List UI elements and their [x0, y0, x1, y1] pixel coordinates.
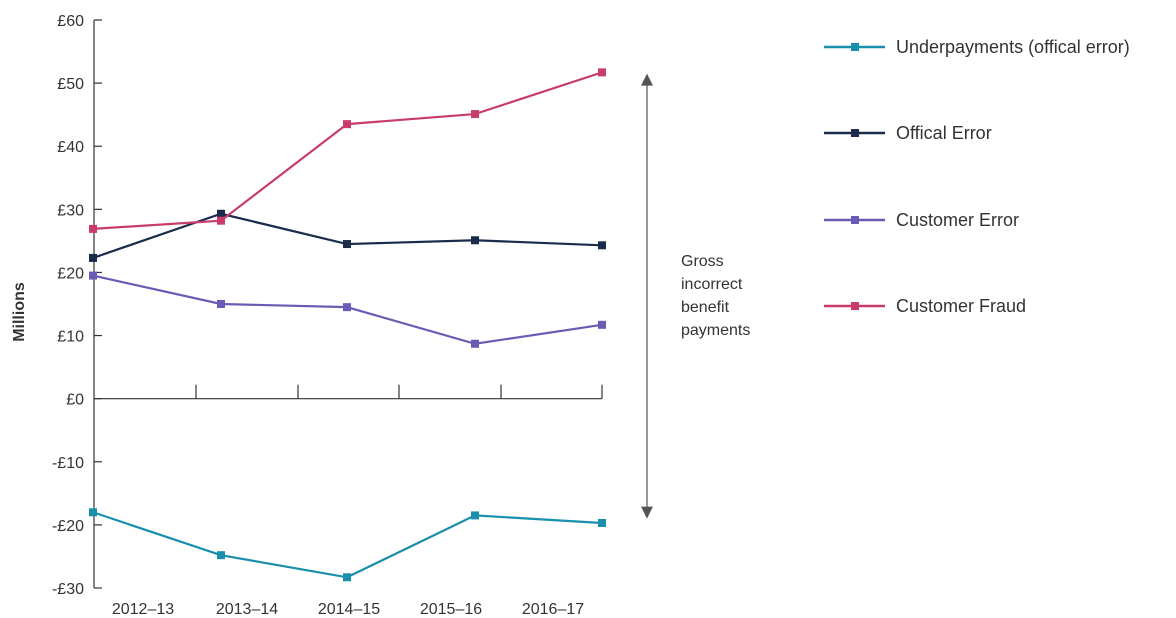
legend-item: Customer Fraud [824, 296, 1026, 316]
y-tick-label: £60 [57, 13, 84, 30]
legend-swatch-marker [851, 43, 859, 51]
data-point [598, 320, 606, 329]
x-tick-label: 2016–17 [522, 601, 584, 618]
data-point [343, 240, 351, 249]
data-point [217, 551, 225, 560]
annotation-text: incorrect [681, 276, 743, 293]
x-tick-label: 2012–13 [112, 601, 174, 618]
legend: Underpayments (offical error) Offical Err… [824, 37, 1130, 316]
series-line [92, 212, 603, 259]
y-tick-label: £10 [57, 329, 84, 346]
data-point [89, 508, 97, 517]
legend-label: Offical Error [896, 123, 992, 143]
series-line [92, 511, 603, 579]
series-3 [89, 271, 606, 348]
series-2 [89, 209, 606, 262]
y-tick-label: -£30 [52, 581, 84, 598]
legend-item: Underpayments (offical error) [824, 37, 1130, 57]
data-point [89, 253, 97, 262]
legend-swatch-marker [851, 216, 859, 224]
x-axis: 2012–13 2013–14 2014–15 2015–16 2016–17 [94, 384, 603, 618]
legend-swatch-marker [851, 129, 859, 137]
x-tick-label: 2015–16 [420, 601, 482, 618]
arrow-up-icon [641, 73, 653, 86]
data-point [217, 300, 225, 308]
annotation-text: payments [681, 322, 750, 339]
y-tick-label: -£10 [52, 455, 84, 472]
series-line [92, 71, 603, 230]
data-point [343, 303, 351, 312]
series-lines [89, 68, 606, 582]
data-point [89, 271, 97, 280]
legend-item: Customer Error [824, 210, 1019, 230]
data-point [598, 68, 606, 77]
y-tick-label: £40 [57, 139, 84, 156]
y-tick-label: £0 [66, 392, 84, 409]
x-tick-label: 2013–14 [216, 601, 278, 618]
series-1 [89, 508, 606, 582]
data-point [471, 511, 479, 520]
data-point [598, 518, 606, 527]
legend-swatch-marker [851, 302, 859, 310]
series-4 [89, 68, 606, 233]
data-point [598, 241, 606, 250]
data-point [217, 209, 225, 218]
data-point [471, 110, 479, 119]
data-point [471, 236, 479, 245]
y-tick-label: £50 [57, 76, 84, 93]
y-tick-label: £30 [57, 202, 84, 219]
y-axis: -£30 -£20 -£10 £0 £10 £20 £30 £40 £50 £60 [52, 13, 102, 598]
data-point [343, 573, 351, 582]
y-tick-label: -£20 [52, 518, 84, 535]
data-point [89, 224, 97, 233]
data-point [217, 216, 225, 225]
x-tick-label: 2014–15 [318, 601, 380, 618]
legend-label: Underpayments (offical error) [896, 37, 1130, 57]
y-tick-label: £20 [57, 265, 84, 282]
legend-label: Customer Error [896, 210, 1019, 230]
legend-item: Offical Error [824, 123, 992, 143]
arrow-down-icon [641, 506, 653, 519]
annotation-text: Gross [681, 253, 724, 270]
legend-label: Customer Fraud [896, 296, 1026, 316]
annotation-text: benefit [681, 299, 730, 316]
data-point [343, 120, 351, 129]
data-point [471, 339, 479, 348]
gross-annotation: Gross incorrect benefit payments [641, 73, 750, 519]
y-axis-label: Millions [11, 282, 28, 342]
